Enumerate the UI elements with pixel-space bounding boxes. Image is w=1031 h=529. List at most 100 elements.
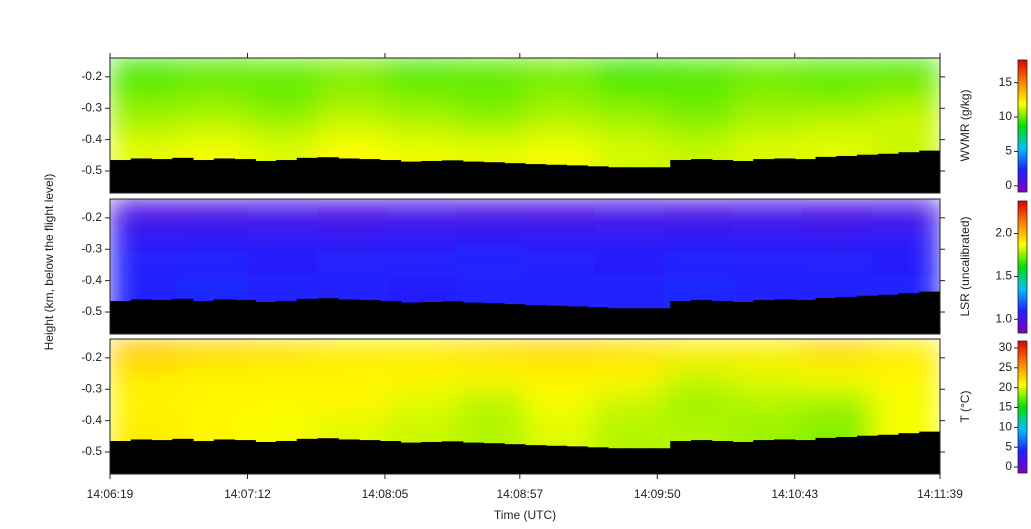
heatmap-cell [594, 58, 664, 85]
heatmap-cell [110, 83, 180, 111]
surface [359, 300, 381, 334]
heatmap-cell [248, 390, 318, 418]
heatmap-cell [870, 224, 940, 252]
heatmap-cell [801, 58, 872, 85]
surface [877, 153, 900, 193]
surface [753, 440, 775, 474]
y-axis-label: Height (km, below the flight level) [42, 174, 56, 351]
surface [753, 159, 775, 193]
surface [587, 307, 609, 334]
surface [649, 167, 671, 193]
surface [151, 300, 173, 334]
surface [587, 447, 609, 474]
heatmap-cell [801, 339, 872, 366]
y-tick-label: -0.5 [81, 444, 102, 458]
heatmap-cell [455, 224, 526, 252]
surface [338, 439, 360, 474]
panel-frame [109, 198, 941, 335]
surface [545, 305, 568, 334]
heatmap-cell [110, 339, 180, 366]
surface [857, 295, 879, 334]
heatmap-cell [248, 58, 318, 85]
heatmap-cell [386, 224, 457, 252]
surface [628, 308, 651, 334]
surface [213, 299, 236, 334]
surface [442, 301, 464, 334]
x-tick-label: 14:08:57 [496, 487, 543, 501]
surface [608, 167, 630, 193]
y-tick-label: -0.3 [81, 241, 102, 255]
surface [483, 303, 505, 334]
surface [877, 294, 900, 334]
heatmap-cell [525, 199, 595, 226]
heatmap-cell [455, 364, 526, 392]
surface [421, 441, 443, 474]
surface [421, 301, 443, 334]
surface [359, 159, 381, 193]
heatmap-cell [179, 109, 249, 137]
heatmap-cell [248, 83, 318, 111]
heatmap-cell [801, 390, 872, 418]
surface [379, 301, 402, 334]
heatmap-cell [248, 224, 318, 252]
surface [379, 441, 402, 474]
heatmap-cell [317, 364, 388, 392]
heatmap-cell [870, 364, 940, 392]
heatmap-cell [732, 339, 803, 366]
heatmap-cell [732, 224, 803, 252]
surface [919, 150, 940, 193]
heatmap-cell [317, 83, 388, 111]
surface [462, 302, 485, 334]
heatmap-cell [663, 390, 733, 418]
heatmap-cell [386, 199, 457, 226]
heatmap-cell [179, 83, 249, 111]
heatmap-cell [870, 199, 940, 226]
surface [711, 441, 734, 474]
surface [525, 164, 547, 193]
heatmap-cell [110, 224, 180, 252]
surface [421, 160, 443, 193]
surface [732, 160, 754, 193]
colorbar-tick-label: 5 [1005, 439, 1012, 453]
surface [234, 440, 256, 474]
surface [172, 157, 194, 193]
heatmap-cell [179, 250, 249, 278]
surface [877, 434, 900, 474]
surface [504, 163, 526, 193]
heatmap-cell [317, 58, 388, 85]
surface [525, 305, 547, 334]
colorbar-tick-label: 0 [1005, 459, 1012, 473]
colorbar-tick-label: 5 [1005, 144, 1012, 158]
surface [898, 152, 920, 193]
heatmap-cell [663, 83, 733, 111]
panel [110, 199, 940, 334]
heatmap-cell [179, 390, 249, 418]
heatmap-cell [386, 83, 457, 111]
heatmap-cell [663, 224, 733, 252]
heatmap-cell [386, 250, 457, 278]
heatmap-cell [870, 250, 940, 278]
surface [566, 306, 588, 334]
y-tick-label: -0.4 [81, 413, 102, 427]
surface [276, 441, 298, 474]
heatmap-cell [179, 224, 249, 252]
heatmap-cell [663, 58, 733, 85]
panel [110, 339, 940, 474]
heatmap-cell [455, 199, 526, 226]
heatmap-cell [732, 83, 803, 111]
surface [587, 166, 609, 193]
surface [836, 155, 858, 193]
heatmap-cell [594, 339, 664, 366]
y-tick-label: -0.4 [81, 273, 102, 287]
surface [836, 436, 858, 474]
colorbar-label: T (°C) [958, 391, 972, 423]
surface [857, 154, 879, 193]
x-tick-label: 14:09:50 [634, 487, 681, 501]
surface [234, 159, 256, 193]
surface [213, 439, 236, 474]
heatmap-cell [317, 224, 388, 252]
heatmap-cell [732, 199, 803, 226]
heatmap-cell [248, 364, 318, 392]
heatmap-cell [317, 250, 388, 278]
heatmap-cell [317, 339, 388, 366]
